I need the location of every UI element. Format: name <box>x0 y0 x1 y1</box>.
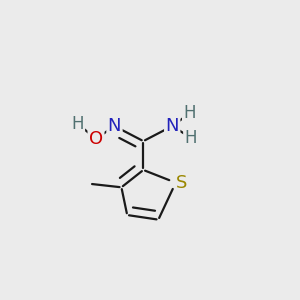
Text: O: O <box>89 130 103 148</box>
Text: H: H <box>184 129 197 147</box>
Text: H: H <box>71 115 84 133</box>
Text: N: N <box>166 117 179 135</box>
Text: N: N <box>108 117 121 135</box>
Text: S: S <box>176 174 187 192</box>
Text: H: H <box>183 104 196 122</box>
